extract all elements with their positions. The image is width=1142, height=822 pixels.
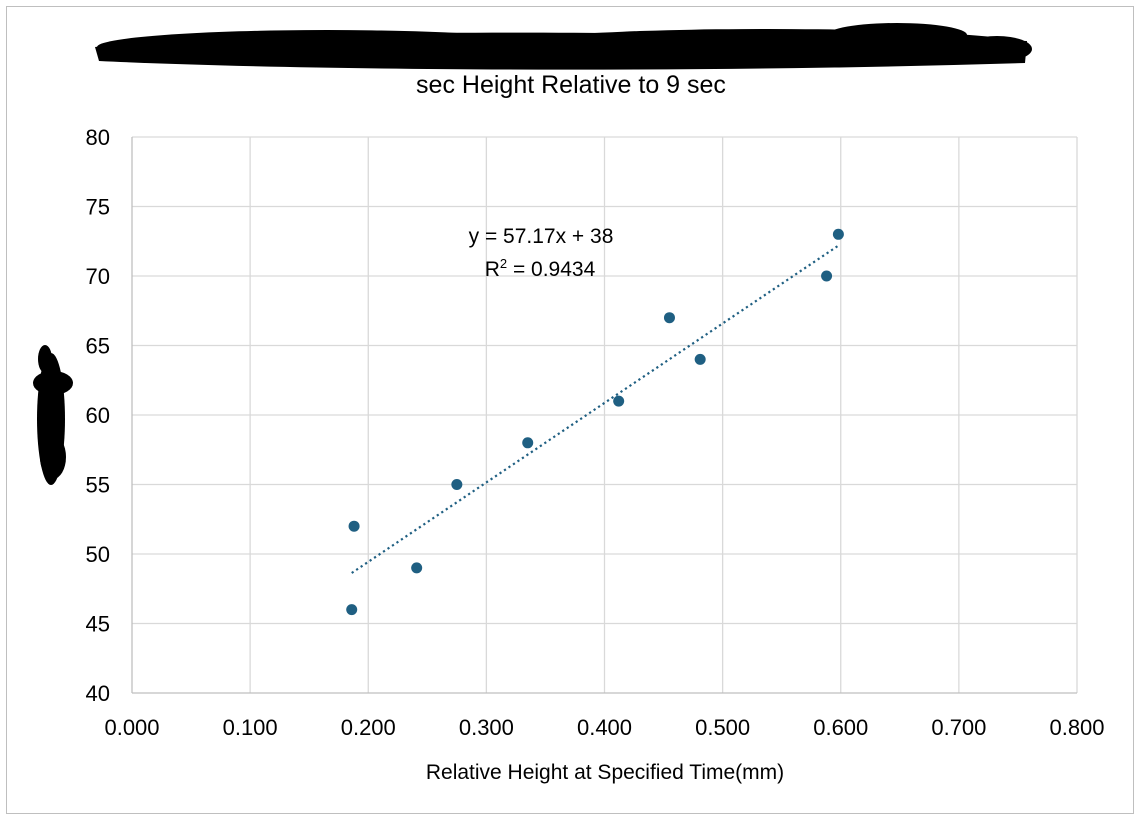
y-tick-label: 60 xyxy=(86,403,110,428)
axes xyxy=(131,137,1077,694)
data-point xyxy=(522,437,534,449)
data-point xyxy=(613,395,625,407)
data-point xyxy=(821,270,833,282)
x-tick-label: 0.200 xyxy=(341,715,396,740)
y-tick-label: 75 xyxy=(86,195,110,220)
x-tick-label: 0.800 xyxy=(1049,715,1104,740)
data-points xyxy=(346,228,844,616)
x-tick-label: 0.500 xyxy=(695,715,750,740)
x-tick-label: 0.100 xyxy=(223,715,278,740)
redaction-scribble-y-axis-title xyxy=(33,345,73,485)
x-tick-label: 0.000 xyxy=(104,715,159,740)
data-point xyxy=(346,604,358,616)
chart-title: sec Height Relative to 9 sec xyxy=(416,71,726,99)
y-tick-label: 45 xyxy=(86,612,110,637)
data-point xyxy=(348,520,360,532)
x-tick-labels: 0.000 0.100 0.200 0.300 0.400 0.500 0.600 0.700… xyxy=(104,715,1104,740)
y-tick-label: 80 xyxy=(86,125,110,150)
data-point xyxy=(832,228,844,240)
trendline xyxy=(351,244,840,574)
scatter-chart: sec Height Relative to 9 sec 40 45 50 55 60 6… xyxy=(33,23,1105,784)
y-tick-labels: 40 45 50 55 60 65 70 75 80 xyxy=(86,125,110,706)
x-tick-label: 0.700 xyxy=(931,715,986,740)
y-tick-label: 40 xyxy=(86,681,110,706)
r-squared-symbol: R xyxy=(485,258,500,281)
data-point xyxy=(694,353,706,365)
trendline-r-squared: R2 = 0.9434 xyxy=(485,256,596,281)
y-tick-label: 50 xyxy=(86,542,110,567)
data-point xyxy=(451,479,463,490)
y-tick-label: 55 xyxy=(86,473,110,498)
x-axis-title: Relative Height at Specified Time(mm) xyxy=(426,761,784,784)
gridlines xyxy=(132,136,1078,693)
y-tick-label: 70 xyxy=(86,264,110,289)
redaction-scribble-title xyxy=(95,23,1032,70)
r-squared-superscript: 2 xyxy=(500,256,507,271)
data-point xyxy=(411,562,423,574)
x-tick-label: 0.300 xyxy=(459,715,514,740)
trendline-equation: y = 57.17x + 38 xyxy=(469,225,614,248)
y-tick-label: 65 xyxy=(86,334,110,359)
data-point xyxy=(663,312,675,324)
r-squared-value: = 0.9434 xyxy=(507,258,595,281)
x-tick-label: 0.600 xyxy=(813,715,868,740)
trendline-layer xyxy=(351,244,840,574)
x-tick-label: 0.400 xyxy=(577,715,632,740)
chart-frame: sec Height Relative to 9 sec 40 45 50 55 60 6… xyxy=(6,6,1134,814)
